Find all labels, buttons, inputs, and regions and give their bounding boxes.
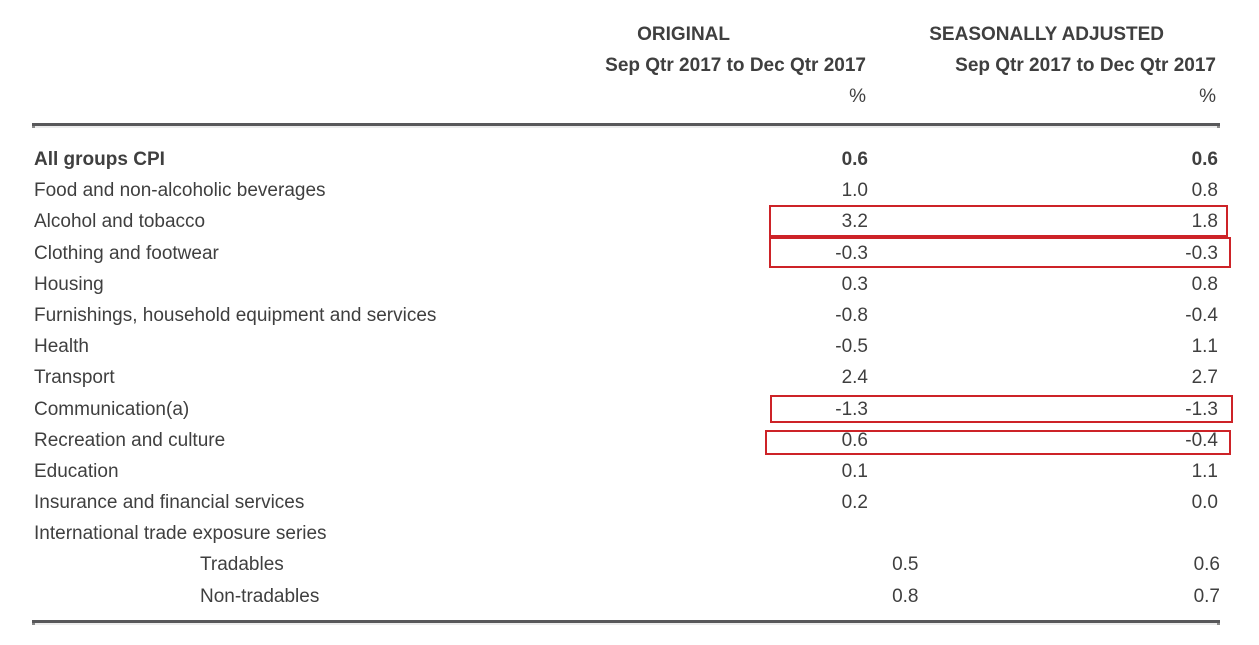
table-row: Housing 0.3 0.8	[32, 269, 1220, 300]
row-label: Communication(a)	[34, 398, 190, 420]
rule-dark-line	[32, 123, 1220, 126]
column-period-label: Sep Qtr 2017 to Dec Qtr 2017	[955, 55, 1216, 76]
rule-light-line	[32, 622, 1220, 625]
row-value-original: 0.1	[841, 460, 868, 482]
table-row: Recreation and culture 0.6 -0.4	[32, 425, 1220, 456]
row-label: Health	[34, 336, 89, 358]
row-label: International trade exposure series	[34, 523, 327, 545]
column-period-label: Sep Qtr 2017 to Dec Qtr 2017	[605, 55, 866, 76]
table-body: All groups CPI 0.6 0.6 Food and non-alco…	[32, 144, 1220, 612]
row-value-original: 0.6	[841, 149, 868, 170]
row-value-seasonally-adjusted	[868, 518, 1218, 549]
row-value-seasonally-adjusted: -1.3	[1185, 398, 1218, 420]
row-value-seasonally-adjusted: 1.1	[1191, 336, 1218, 358]
row-value-original: -0.8	[835, 304, 868, 326]
table-row: International trade exposure series	[32, 518, 1220, 549]
row-value-seasonally-adjusted: 0.0	[1191, 492, 1218, 514]
row-value-seasonally-adjusted: -0.4	[1185, 429, 1218, 451]
row-label: Non-tradables	[200, 585, 320, 607]
row-value-seasonally-adjusted: 1.8	[1191, 211, 1218, 233]
row-label: Housing	[34, 273, 104, 295]
table-row: Furnishings, household equipment and ser…	[32, 300, 1220, 331]
row-value-original: 0.8	[892, 585, 919, 607]
table-row: Food and non-alcoholic beverages 1.0 0.8	[32, 175, 1220, 206]
table-row: Communication(a) -1.3 -1.3	[32, 394, 1220, 425]
column-group-label: ORIGINAL	[637, 24, 730, 45]
column-header-seasonally-adjusted: SEASONALLY ADJUSTED Sep Qtr 2017 to Dec …	[866, 19, 1216, 112]
row-value-seasonally-adjusted: 0.8	[1191, 273, 1218, 295]
row-value-original: -1.3	[835, 398, 868, 420]
row-label: Furnishings, household equipment and ser…	[34, 304, 437, 326]
table-row: Tradables 0.5 0.6	[32, 549, 1220, 580]
table-row: Clothing and footwear -0.3 -0.3	[32, 238, 1220, 269]
table-row: All groups CPI 0.6 0.6	[32, 144, 1220, 175]
rule-light-line	[32, 126, 1220, 128]
rule-dark-line	[32, 619, 1220, 623]
row-label: Tradables	[200, 554, 284, 576]
column-header-original: ORIGINAL Sep Qtr 2017 to Dec Qtr 2017 %	[32, 19, 866, 112]
row-value-seasonally-adjusted: 0.6	[1191, 149, 1218, 170]
row-value-seasonally-adjusted: 0.6	[1193, 554, 1220, 576]
row-label: Transport	[34, 367, 115, 389]
row-label: Education	[34, 460, 119, 482]
row-value-original: 0.3	[841, 273, 868, 295]
row-label: Clothing and footwear	[34, 242, 219, 264]
row-value-original: 3.2	[841, 211, 868, 233]
table-row: Transport 2.4 2.7	[32, 362, 1220, 393]
table-row: Non-tradables 0.8 0.7	[32, 581, 1220, 612]
table-header: ORIGINAL Sep Qtr 2017 to Dec Qtr 2017 % …	[32, 0, 1220, 112]
row-label: Alcohol and tobacco	[34, 211, 206, 233]
row-value-original: 0.2	[841, 492, 868, 514]
row-value-original: 0.5	[892, 554, 919, 576]
row-value-seasonally-adjusted: 0.7	[1193, 585, 1220, 607]
table-row: Education 0.1 1.1	[32, 456, 1220, 487]
row-value-seasonally-adjusted: -0.3	[1185, 242, 1218, 264]
column-unit-label: %	[849, 86, 866, 107]
table-row: Insurance and financial services 0.2 0.0	[32, 487, 1220, 518]
row-value-seasonally-adjusted: 1.1	[1191, 460, 1218, 482]
table-row: Alcohol and tobacco 3.2 1.8	[32, 206, 1220, 237]
row-value-seasonally-adjusted: -0.4	[1185, 304, 1218, 326]
row-label: All groups CPI	[34, 149, 165, 170]
row-value-original	[534, 518, 868, 549]
row-value-original: -0.3	[835, 242, 868, 264]
row-label: Recreation and culture	[34, 429, 226, 451]
column-group-label: SEASONALLY ADJUSTED	[929, 24, 1164, 45]
row-value-original: -0.5	[835, 336, 868, 358]
row-value-original: 0.6	[841, 429, 868, 451]
row-value-seasonally-adjusted: 2.7	[1191, 367, 1218, 389]
row-value-original: 1.0	[841, 180, 868, 202]
table-row: Health -0.5 1.1	[32, 331, 1220, 362]
row-label: Insurance and financial services	[34, 492, 305, 514]
column-unit-label: %	[1199, 86, 1216, 107]
row-value-original: 2.4	[841, 367, 868, 389]
row-label: Food and non-alcoholic beverages	[34, 180, 326, 202]
top-rule	[32, 123, 1220, 128]
bottom-rule	[32, 619, 1220, 625]
row-value-seasonally-adjusted: 0.8	[1191, 180, 1218, 202]
